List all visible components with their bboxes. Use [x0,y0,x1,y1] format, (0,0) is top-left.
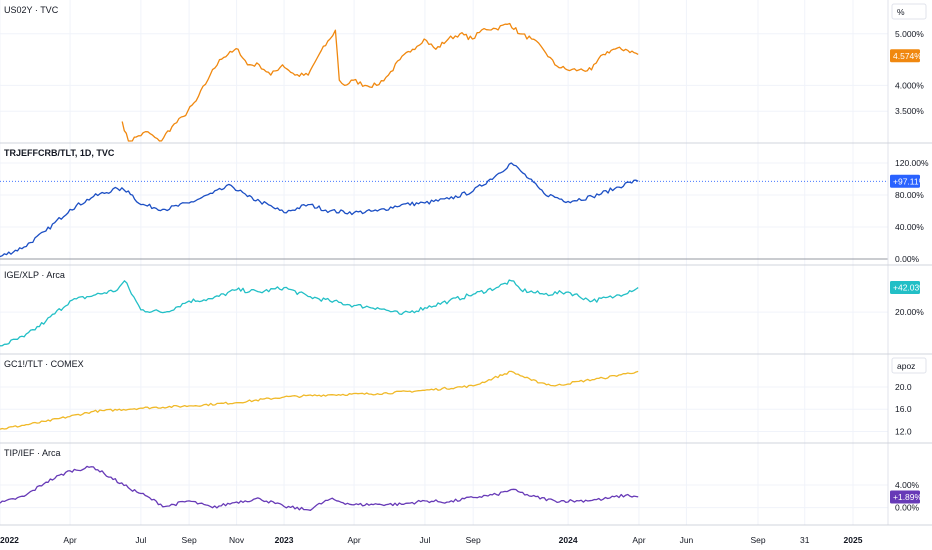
unit-selector[interactable]: apoz [891,357,927,374]
x-tick-label: Nov [229,535,245,545]
y-tick-label: 4.000% [895,80,924,90]
x-tick-label: Apr [632,535,645,545]
last-value-badge: +1.89% [890,490,923,504]
pane-title: IGE/XLP · Arca [4,270,65,280]
last-value-badge: +97.11% [890,174,927,188]
y-tick-label: 20.00% [895,307,924,317]
x-tick-label: 2025 [844,535,863,545]
series-line[interactable] [0,162,639,258]
series-lines [0,22,639,511]
time-axis[interactable]: 2022 Apr Jul Sep Nov 2023 Apr Jul Sep 2024 Apr Jun S… [0,524,932,545]
last-value-badge: 4.574% [890,49,922,63]
series-line[interactable] [0,370,639,430]
grid-layer [0,0,888,525]
last-value-label: +1.89% [893,492,923,502]
price-axis[interactable]: 5.000% 4.000% 3.500% 4.574%% 120.00% 80.00% 40… [890,3,929,513]
x-tick-label: Jul [135,535,146,545]
series-line[interactable] [0,279,639,347]
x-tick-label: 2022 [0,535,19,545]
unit-selector[interactable]: % [891,3,927,20]
y-tick-label: 5.000% [895,29,924,39]
x-tick-label: Sep [466,535,481,545]
y-tick-label: 20.0 [895,382,912,392]
last-value-badge: +42.03% [890,281,927,295]
y-tick-label: 3.500% [895,106,924,116]
x-tick-label: 2024 [559,535,578,545]
last-value-label: +42.03% [893,283,927,293]
x-tick-label: Jul [419,535,430,545]
x-tick-label: 2023 [275,535,294,545]
pane-title: GC1!/TLT · COMEX [4,359,84,369]
y-tick-label: 40.00% [895,222,924,232]
x-tick-label: Sep [182,535,197,545]
x-tick-label: Jun [680,535,694,545]
y-tick-label: 16.0 [895,404,912,414]
y-tick-label: 0.00% [895,254,920,264]
x-tick-label: 31 [800,535,810,545]
series-line[interactable] [0,465,639,511]
last-value-label: 4.574% [893,51,922,61]
y-tick-label: 12.0 [895,426,912,436]
pane-title: TRJEFFCRB/TLT, 1D, TVC [4,148,115,158]
y-tick-label: 120.00% [895,158,929,168]
pane-separators [0,0,932,525]
y-tick-label: 0.00% [895,503,920,513]
pane-title: TIP/IEF · Arca [4,448,61,458]
x-tick-label: Sep [750,535,765,545]
x-tick-label: Apr [63,535,76,545]
y-tick-label: 80.00% [895,190,924,200]
series-line[interactable] [121,22,639,142]
unit-label: % [897,7,905,17]
last-value-label: +97.11% [893,176,927,186]
pane-title: US02Y · TVC [4,5,59,15]
unit-label: apoz [897,361,915,371]
pane-titles: US02Y · TVC TRJEFFCRB/TLT, 1D, TVC IGE/XLP… [4,5,115,458]
y-tick-label: 4.00% [895,480,920,490]
x-tick-label: Apr [347,535,360,545]
